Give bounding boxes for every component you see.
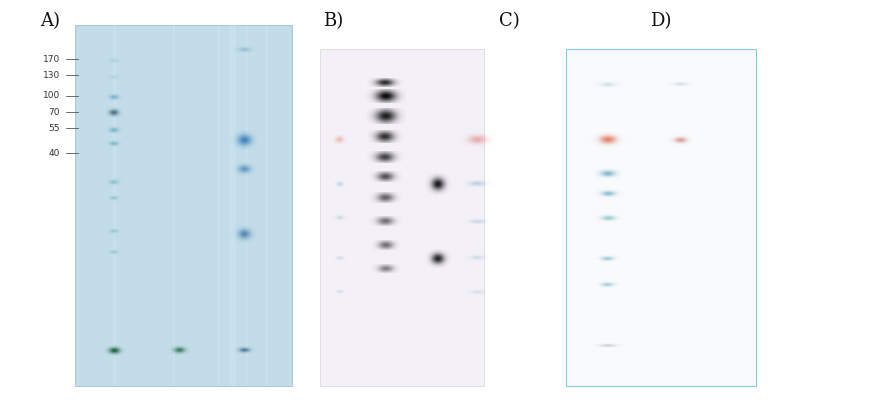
Text: C): C) — [499, 12, 520, 30]
Bar — [217, 25, 220, 386]
Bar — [229, 25, 232, 386]
Text: A): A) — [40, 12, 60, 30]
Bar — [113, 25, 116, 386]
Bar — [566, 49, 756, 386]
Bar — [233, 25, 236, 386]
Bar — [246, 25, 248, 386]
Text: 100: 100 — [42, 91, 60, 100]
Text: 40: 40 — [49, 148, 60, 157]
Bar — [266, 25, 269, 386]
Text: 55: 55 — [49, 124, 60, 133]
Text: 70: 70 — [49, 108, 60, 117]
Bar — [320, 49, 484, 386]
Bar — [173, 25, 176, 386]
Text: 130: 130 — [42, 71, 60, 80]
Text: D): D) — [650, 12, 671, 30]
Bar — [231, 25, 233, 386]
Text: 170: 170 — [42, 55, 60, 64]
Bar — [75, 25, 292, 386]
Text: B): B) — [323, 12, 343, 30]
